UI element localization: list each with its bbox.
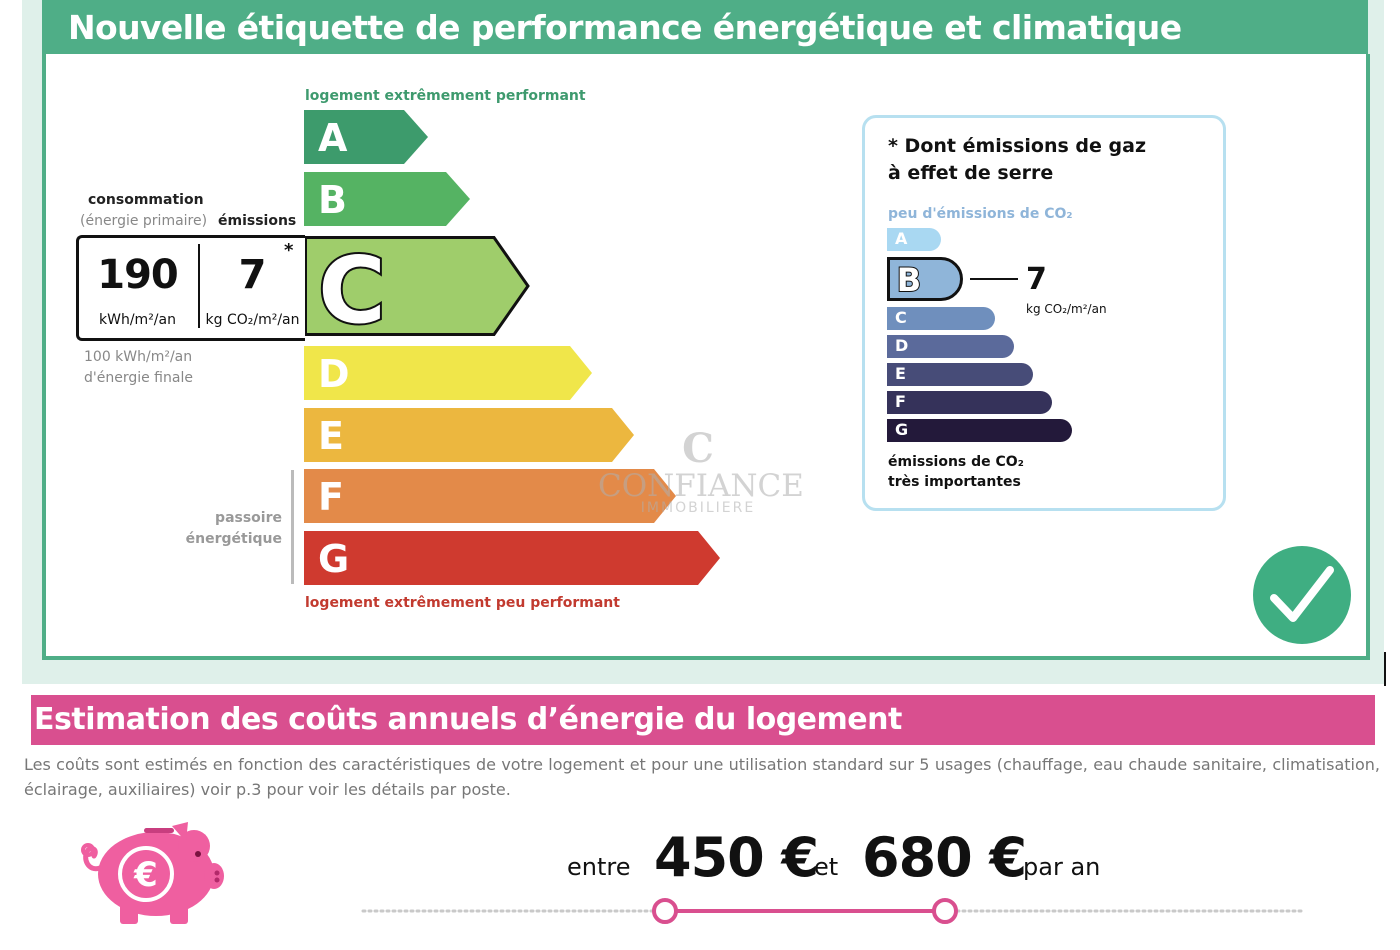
ges-bar-g: G xyxy=(887,419,1072,442)
watermark-subtitle: IMMOBILIERE xyxy=(640,500,756,516)
consumption-heading: consommation xyxy=(88,192,204,208)
ges-bar-f: F xyxy=(887,391,1052,414)
energy-bar-g xyxy=(304,531,720,585)
value-box xyxy=(76,235,305,341)
consumption-value: 190 xyxy=(97,252,179,298)
label-bottom: logement extrêmement peu performant xyxy=(305,595,620,611)
range-word-between: entre xyxy=(567,853,631,881)
passoire-line-2: énergétique xyxy=(185,531,282,547)
consumption-subheading: (énergie primaire) xyxy=(80,213,208,229)
costs-header xyxy=(31,695,1375,745)
final-energy-value: 100 kWh/m²/an xyxy=(84,349,193,365)
energy-bar-d-label: D xyxy=(318,352,350,396)
energy-bar-f-label: F xyxy=(318,475,344,519)
energy-bar-d xyxy=(304,346,592,400)
costs-description: Les coûts sont estimés en fonction des c… xyxy=(24,755,1380,799)
emissions-footnote-marker: * xyxy=(284,240,294,261)
passoire-bracket xyxy=(291,470,294,584)
energy-bar-b xyxy=(304,172,470,226)
energy-bar-c-current: C xyxy=(304,236,530,336)
watermark-name: CONFIANCE xyxy=(598,468,804,504)
dpe-title: Nouvelle étiquette de performance énergé… xyxy=(68,8,1182,47)
energy-bar-g-label: G xyxy=(318,537,350,581)
cost-range-line xyxy=(361,898,1305,924)
energy-bar-c-letter: C xyxy=(318,237,386,336)
text-cursor xyxy=(1384,652,1386,686)
range-word-and: et xyxy=(814,853,839,881)
energy-bar-a-label: A xyxy=(318,116,348,160)
ges-bar-a: A xyxy=(887,228,941,251)
ges-unit: kg CO₂/m²/an xyxy=(1026,302,1107,316)
range-max-marker xyxy=(932,898,958,924)
ges-title-line-1: * Dont émissions de gaz xyxy=(888,135,1147,157)
ges-high-line-2: très importantes xyxy=(888,474,1021,490)
passoire-label: passoire énergétique xyxy=(180,508,282,550)
ges-value: 7 xyxy=(1026,262,1047,297)
ges-title-line-2: à effet de serre xyxy=(888,162,1054,184)
piggy-euro-symbol: € xyxy=(133,855,158,895)
ges-bar-b-current: B xyxy=(887,257,963,301)
consumption-unit: kWh/m²/an xyxy=(99,312,176,328)
ges-bar-e: E xyxy=(887,363,1033,386)
range-word-per-year: par an xyxy=(1023,853,1101,881)
energy-bar-f xyxy=(304,469,676,523)
dpe-header xyxy=(42,0,1368,56)
range-min-marker xyxy=(652,898,678,924)
ges-bar-c: C xyxy=(887,307,995,330)
ges-high-label: émissions de CO₂ très importantes xyxy=(888,452,1024,492)
emissions-heading: émissions xyxy=(218,213,297,229)
passoire-line-1: passoire xyxy=(215,510,282,526)
ges-title: * Dont émissions de gaz à effet de serre xyxy=(888,133,1146,187)
value-separator xyxy=(198,244,200,328)
final-energy: 100 kWh/m²/an d'énergie finale xyxy=(84,347,193,389)
range-max-amount: 680 € xyxy=(862,826,1027,889)
watermark: C CONFIANCE IMMOBILIERE xyxy=(598,425,804,516)
energy-bar-b-label: B xyxy=(318,178,347,222)
energy-bar-e-label: E xyxy=(318,414,344,458)
emissions-value: 7 xyxy=(238,252,267,298)
ges-bar-d: D xyxy=(887,335,1014,358)
ges-low-label: peu d'émissions de CO₂ xyxy=(888,206,1073,222)
piggy-bank-icon: € xyxy=(81,822,224,924)
label-top: logement extrêmement performant xyxy=(305,88,586,104)
costs-title: Estimation des coûts annuels d’énergie d… xyxy=(34,702,902,737)
energy-bar-e xyxy=(304,408,634,462)
ges-bar-b-letter: B xyxy=(897,261,921,299)
ges-pointer-line xyxy=(970,278,1018,280)
range-min-amount: 450 € xyxy=(654,826,819,889)
final-energy-label: d'énergie finale xyxy=(84,370,193,386)
emissions-unit: kg CO₂/m²/an xyxy=(205,312,300,328)
check-circle-icon xyxy=(1253,546,1351,644)
energy-bar-a xyxy=(304,110,428,164)
watermark-logo: C xyxy=(682,425,714,472)
ges-high-line-1: émissions de CO₂ xyxy=(888,454,1024,470)
